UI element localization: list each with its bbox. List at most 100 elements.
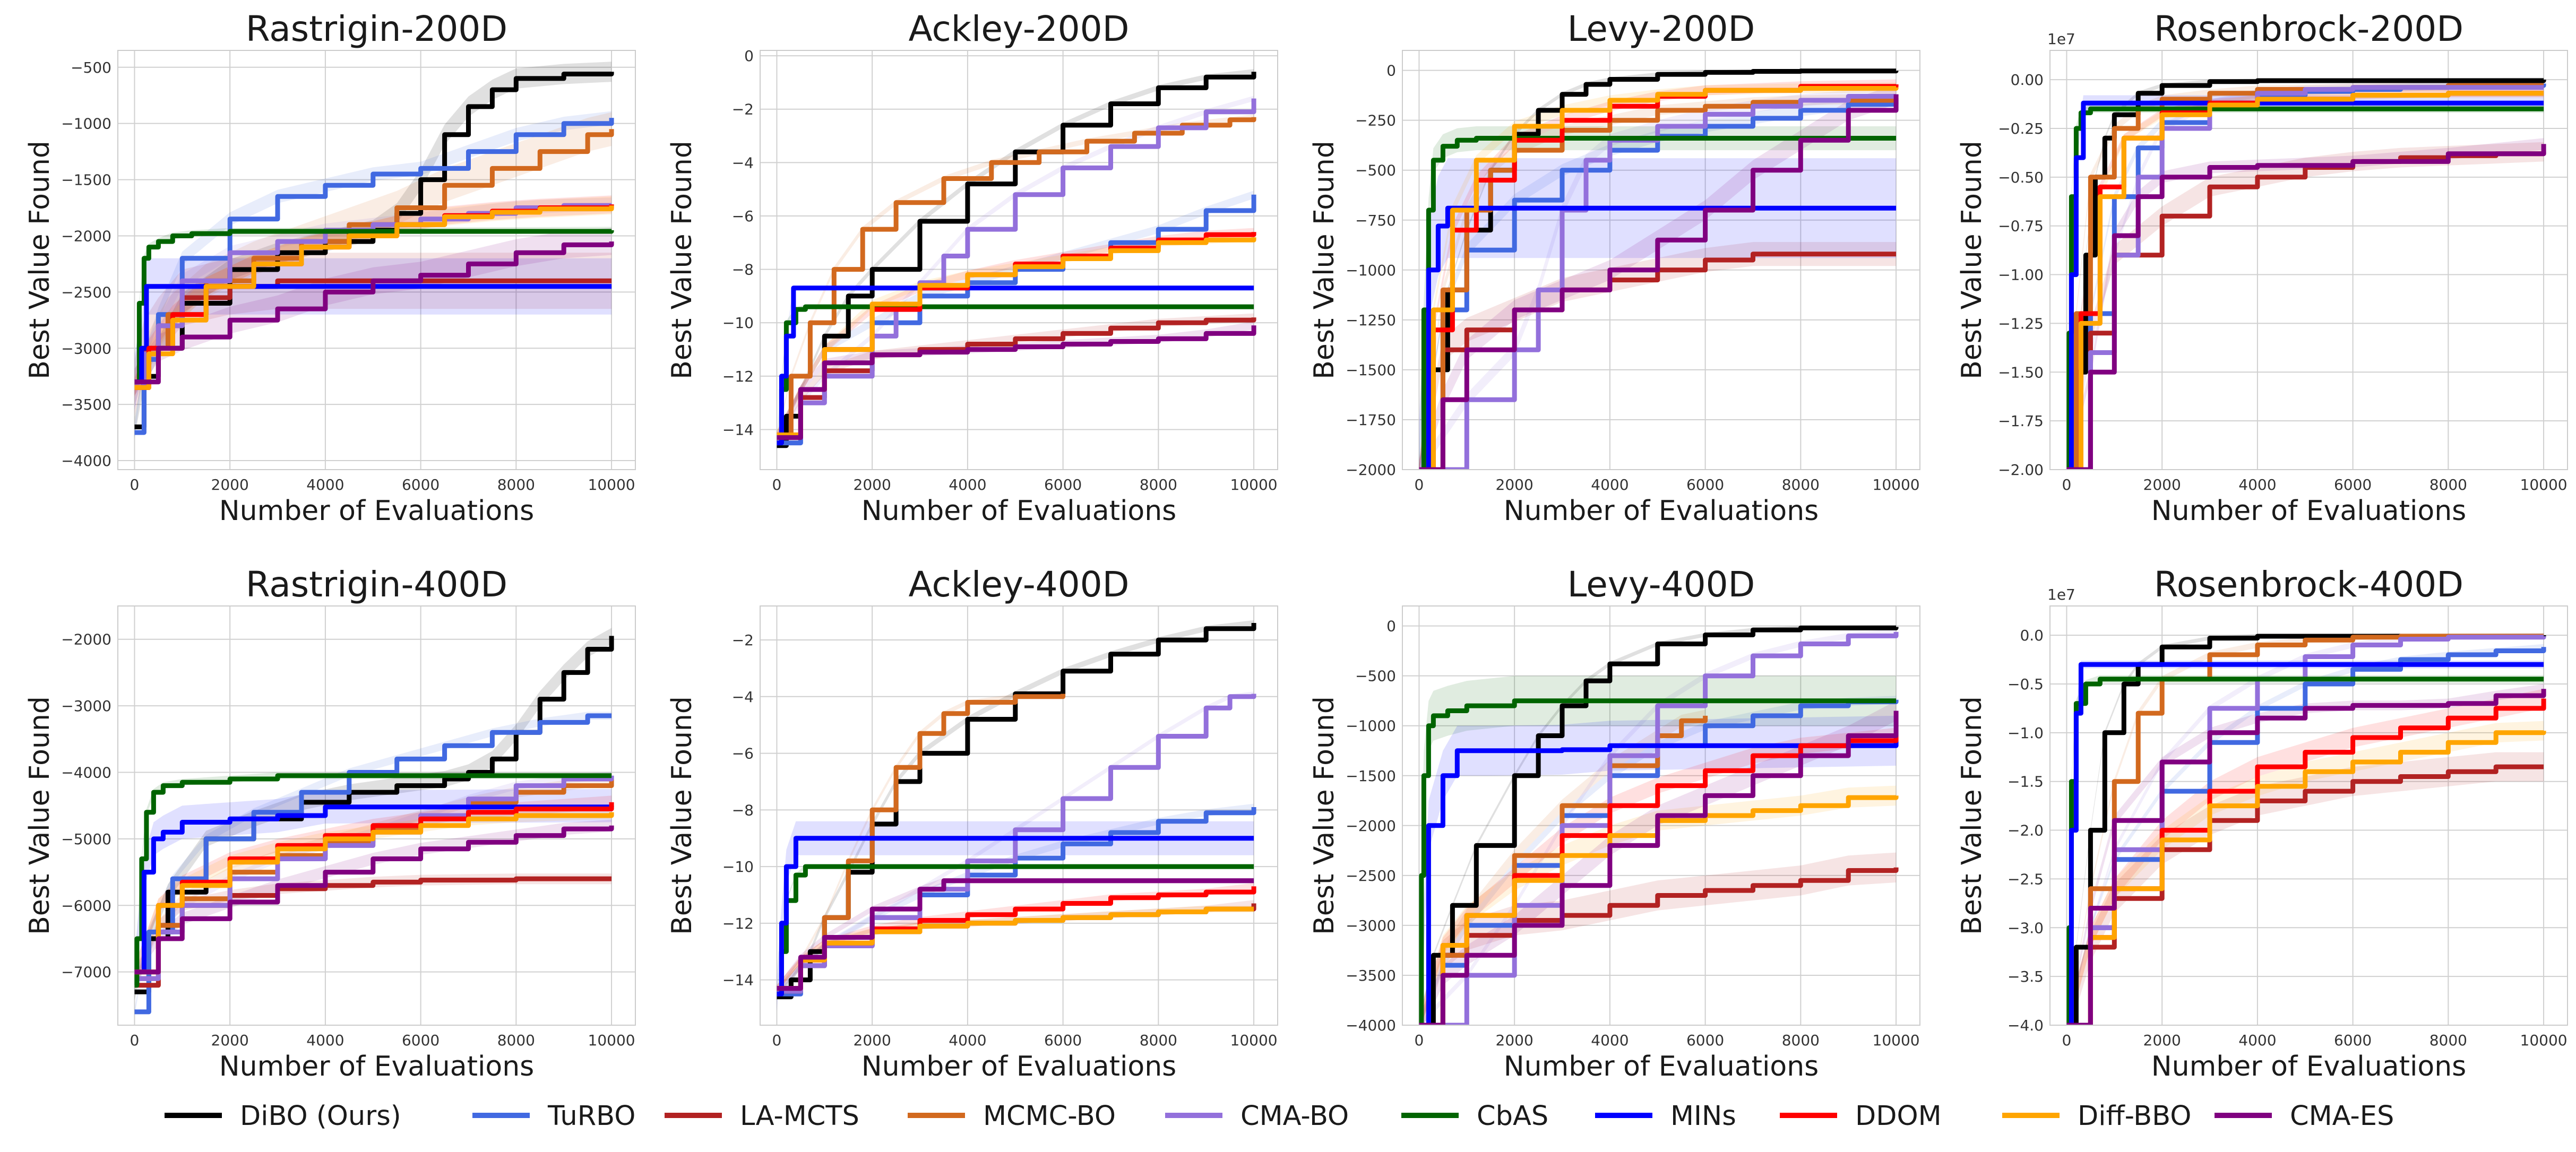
y-tick-label: −2000 <box>1346 461 1396 479</box>
x-tick-label: 8000 <box>2429 1032 2467 1049</box>
series-line <box>777 285 1254 446</box>
series-group <box>2066 77 2546 470</box>
y-axis-label: Best Value Found <box>24 141 56 379</box>
series-line <box>2066 662 2544 1025</box>
y-tick-label: −1.5 <box>2008 773 2044 791</box>
y-tick-label: −750 <box>1355 212 1396 229</box>
y-tick-label: −4000 <box>61 452 111 470</box>
y-tick-label: −14 <box>722 972 754 989</box>
y-tick-label: −2000 <box>1346 817 1396 835</box>
legend-label: LA-MCTS <box>740 1101 859 1132</box>
x-tick-label: 10000 <box>1873 476 1920 493</box>
plot-frame <box>117 50 636 470</box>
x-tick-label: 8000 <box>497 476 535 493</box>
x-tick-label: 2000 <box>1496 476 1533 493</box>
plot-frame <box>1402 605 1920 1026</box>
x-tick-label: 6000 <box>402 1032 440 1049</box>
y-tick-label: −1.25 <box>1998 315 2044 332</box>
chart-title: Rosenbrock-200D <box>2154 8 2463 49</box>
x-axis-label: Number of Evaluations <box>2151 1051 2467 1082</box>
y-tick-label: −0.25 <box>1998 120 2044 137</box>
x-tick-label: 0 <box>130 1032 140 1049</box>
x-axis-label: Number of Evaluations <box>861 1051 1177 1082</box>
legend-item: CMA-BO <box>1165 1101 1349 1132</box>
y-tick-label: −2000 <box>61 631 111 648</box>
series-line <box>1419 715 1708 1025</box>
plot-frame <box>1402 50 1920 470</box>
chart-title: Rastrigin-200D <box>246 8 507 49</box>
x-tick-label: 8000 <box>1140 476 1177 493</box>
y-tick-label: −250 <box>1355 112 1396 129</box>
legend-item: CMA-ES <box>2215 1101 2394 1132</box>
series-line <box>2066 144 2546 470</box>
y-tick-label: −1750 <box>1346 411 1396 429</box>
series-line <box>134 804 614 975</box>
x-tick-label: 6000 <box>1686 1032 1724 1049</box>
series-line <box>1419 94 1899 470</box>
x-tick-label: 8000 <box>1782 1032 1820 1049</box>
series-line <box>1419 98 1899 470</box>
series-line <box>134 812 614 975</box>
legend-label: CbAS <box>1477 1101 1548 1132</box>
y-tick-label: −1.00 <box>1998 266 2044 284</box>
y-tick-label: −6 <box>732 745 754 763</box>
series-line <box>777 878 1254 991</box>
y-tick-label: −4000 <box>61 764 111 781</box>
series-line <box>134 713 612 1015</box>
series-line <box>134 775 614 981</box>
confidence-band <box>134 628 612 1000</box>
x-tick-label: 4000 <box>2238 476 2276 493</box>
y-tick-label: −3500 <box>1346 967 1396 984</box>
x-tick-label: 0 <box>1415 476 1424 493</box>
series-line <box>134 636 614 994</box>
legend-label: DDOM <box>1855 1101 1942 1132</box>
series-group <box>777 620 1256 1011</box>
y-tick-label: −1.50 <box>1998 363 2044 381</box>
x-tick-label: 10000 <box>1230 1032 1278 1049</box>
series-group <box>134 62 614 439</box>
x-tick-label: 4000 <box>2238 1032 2276 1049</box>
series-group <box>134 628 614 1016</box>
chart-panel: 0 2000 4000 6000 8000 10000 −7000 −6000 −5000 −40… <box>24 564 636 1082</box>
confidence-band <box>134 228 612 396</box>
x-tick-label: 2000 <box>2143 1032 2181 1049</box>
x-tick-label: 4000 <box>1591 476 1629 493</box>
chart-title: Ackley-200D <box>909 8 1130 49</box>
y-tick-label: −2000 <box>61 227 111 245</box>
y-tick-label: −0.50 <box>1998 169 2044 186</box>
x-tick-label: 0 <box>2062 1032 2072 1049</box>
x-tick-label: 0 <box>772 476 782 493</box>
legend-item: Diff-BBO <box>2002 1101 2191 1132</box>
y-tick-label: −6 <box>732 207 754 225</box>
x-tick-label: 10000 <box>588 1032 635 1049</box>
y-tick-label: −4000 <box>1346 1017 1396 1034</box>
chart-panel: 0 2000 4000 6000 8000 10000 −2000 −1750 −1500 −12… <box>1308 8 1920 527</box>
chart-panel: 0 2000 4000 6000 8000 10000 −4000 −3500 −3000 −25… <box>24 8 636 527</box>
confidence-band <box>134 805 612 979</box>
x-tick-label: 2000 <box>1496 1032 1533 1049</box>
y-tick-label: −12 <box>722 368 754 385</box>
legend-label: Diff-BBO <box>2078 1101 2191 1132</box>
chart-panel: 0 2000 4000 6000 8000 10000 −14 −12 −10 −8 −6 −4 −2 A… <box>666 564 1278 1082</box>
x-tick-label: 4000 <box>306 1032 344 1049</box>
series-line <box>1419 711 1899 1025</box>
y-tick-label: −1.75 <box>1998 412 2044 430</box>
y-tick-label: −1250 <box>1346 311 1396 329</box>
x-tick-label: 0 <box>772 1032 782 1049</box>
x-tick-label: 6000 <box>1686 476 1724 493</box>
y-tick-label: −500 <box>71 59 111 76</box>
y-tick-label: −1000 <box>61 115 111 133</box>
confidence-band <box>134 197 612 395</box>
legend-item: MCMC-BO <box>908 1101 1116 1132</box>
y-tick-label: −3000 <box>1346 917 1396 934</box>
x-tick-label: 2000 <box>211 476 249 493</box>
plot-frame <box>760 605 1278 1026</box>
x-axis-label: Number of Evaluations <box>2151 495 2467 527</box>
series-group <box>1419 625 1899 1025</box>
y-tick-label: 0 <box>1386 62 1396 80</box>
y-tick-label: −2.5 <box>2008 870 2044 888</box>
legend-label: MCMC-BO <box>983 1101 1116 1132</box>
plot-frame <box>760 50 1278 470</box>
x-tick-label: 8000 <box>497 1032 535 1049</box>
